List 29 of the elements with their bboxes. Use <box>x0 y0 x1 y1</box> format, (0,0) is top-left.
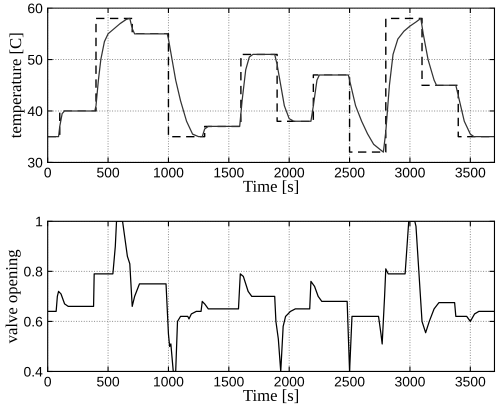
x-tick-label: 1500 <box>214 168 244 178</box>
y-tick-label: 30 <box>28 158 42 168</box>
x-tick-label: 3000 <box>395 376 425 387</box>
x-tick-label: 2500 <box>334 168 364 178</box>
y-axis-title: valve opening <box>6 250 21 344</box>
x-tick-label: 3000 <box>395 168 425 178</box>
x-tick-label: 3500 <box>455 168 486 178</box>
y-tick-label: 1 <box>36 216 42 226</box>
x-tick-label: 1000 <box>154 376 184 387</box>
x-tick-label: 2000 <box>274 168 304 178</box>
y-tick-label: 60 <box>28 3 42 14</box>
x-tick-label: 500 <box>97 376 120 387</box>
y-tick-label: 0.6 <box>24 316 42 327</box>
x-tick-label: 2000 <box>274 376 304 387</box>
y-axis-title: temperature [C] <box>9 34 25 138</box>
x-tick-label: 2500 <box>334 376 364 387</box>
line-series <box>48 221 494 372</box>
x-tick-label: 0 <box>44 376 52 387</box>
x-tick-label: 1000 <box>154 168 184 178</box>
x-tick-label: 500 <box>97 168 120 178</box>
y-tick-label: 50 <box>28 54 42 65</box>
y-tick-label: 0.8 <box>24 266 42 277</box>
x-tick-label: 1500 <box>214 376 244 387</box>
y-tick-label: 0.4 <box>24 366 42 377</box>
x-tick-label: 3500 <box>455 376 486 387</box>
y-tick-label: 40 <box>28 106 42 116</box>
x-axis-title: Time [s] <box>243 389 298 404</box>
x-tick-label: 0 <box>44 168 52 178</box>
x-axis-title: Time [s] <box>243 180 298 194</box>
